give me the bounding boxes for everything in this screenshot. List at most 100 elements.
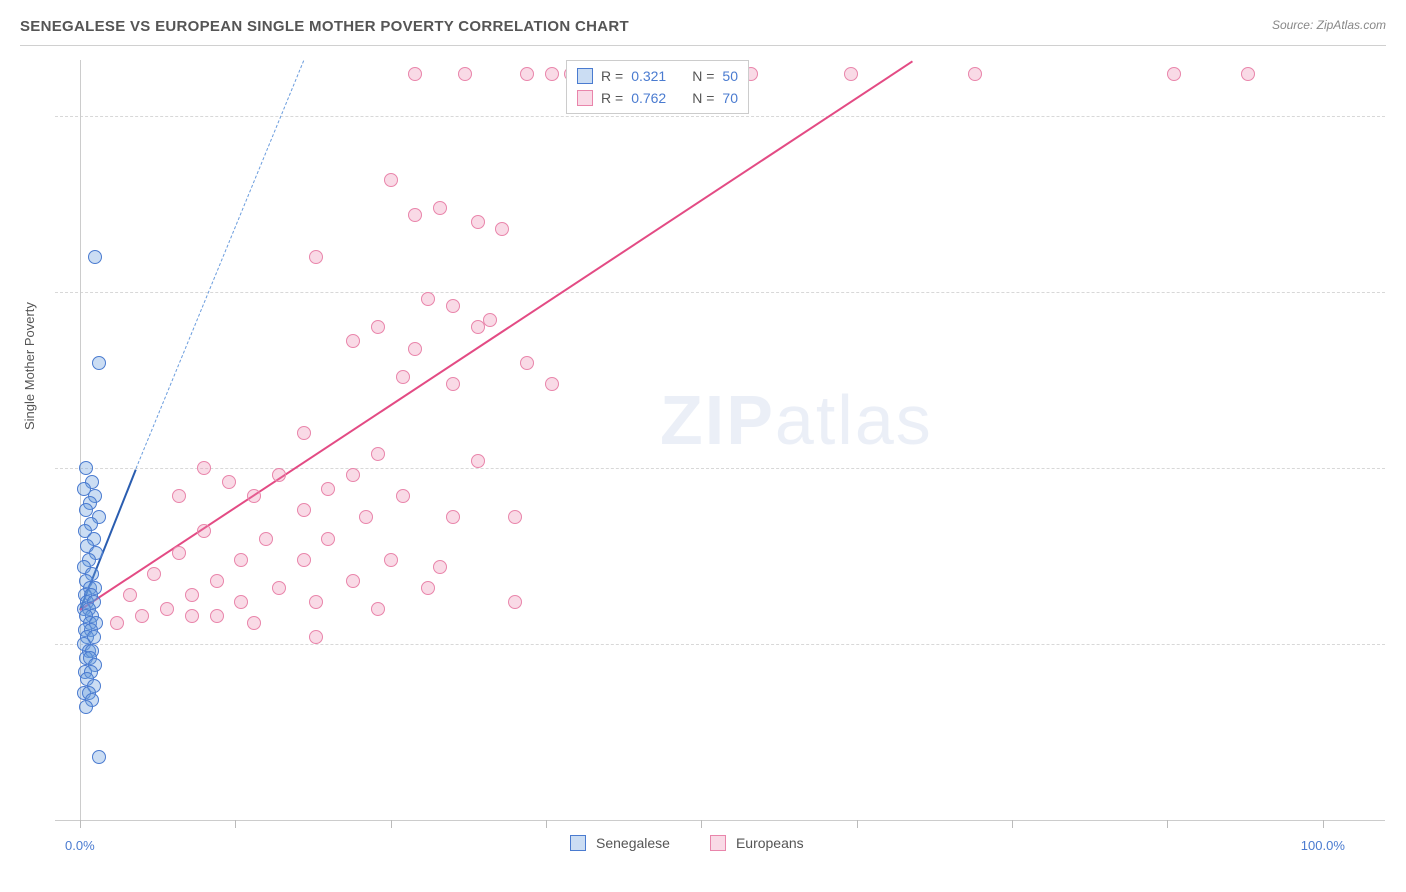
data-point [185, 609, 199, 623]
y-axis-label: Single Mother Poverty [22, 302, 37, 430]
data-point [408, 342, 422, 356]
x-tick [235, 820, 236, 828]
data-point [222, 475, 236, 489]
data-point [88, 250, 102, 264]
data-point [272, 581, 286, 595]
data-point [234, 553, 248, 567]
data-point [471, 215, 485, 229]
data-point [79, 461, 93, 475]
data-point [321, 532, 335, 546]
data-point [545, 377, 559, 391]
x-tick [701, 820, 702, 828]
data-point [346, 334, 360, 348]
data-point [297, 426, 311, 440]
data-point [396, 370, 410, 384]
data-point [272, 468, 286, 482]
data-point [346, 468, 360, 482]
gridline [55, 116, 1385, 117]
stats-row: R = 0.762 N = 70 [577, 87, 738, 109]
data-point [309, 630, 323, 644]
data-point [446, 510, 460, 524]
n-label: N = [692, 65, 714, 87]
data-point [1167, 67, 1181, 81]
data-point [259, 532, 273, 546]
x-tick [546, 820, 547, 828]
gridline [55, 468, 1385, 469]
chart-title: SENEGALESE VS EUROPEAN SINGLE MOTHER POV… [20, 18, 629, 35]
data-point [210, 574, 224, 588]
r-label: R = [601, 65, 623, 87]
gridline [55, 292, 1385, 293]
data-point [1241, 67, 1255, 81]
data-point [384, 553, 398, 567]
gridline [55, 644, 1385, 645]
data-point [359, 510, 373, 524]
data-point [396, 489, 410, 503]
x-tick-label: 0.0% [65, 838, 95, 853]
trend-line-extrapolated [135, 60, 304, 469]
data-point [508, 510, 522, 524]
r-value: 0.321 [631, 65, 666, 87]
data-point [508, 595, 522, 609]
data-point [433, 560, 447, 574]
data-point [421, 581, 435, 595]
x-tick [1323, 820, 1324, 828]
data-point [346, 574, 360, 588]
watermark: ZIPatlas [660, 380, 933, 460]
data-point [471, 454, 485, 468]
data-point [110, 616, 124, 630]
x-tick [1012, 820, 1013, 828]
n-value: 50 [722, 65, 738, 87]
x-tick [857, 820, 858, 828]
data-point [79, 700, 93, 714]
data-point [421, 292, 435, 306]
data-point [520, 356, 534, 370]
data-point [408, 67, 422, 81]
data-point [234, 595, 248, 609]
data-point [185, 588, 199, 602]
r-value: 0.762 [631, 87, 666, 109]
legend-swatch [570, 835, 586, 851]
data-point [371, 320, 385, 334]
x-tick-label: 100.0% [1301, 838, 1345, 853]
legend-swatch [577, 68, 593, 84]
x-tick [391, 820, 392, 828]
data-point [92, 750, 106, 764]
data-point [520, 67, 534, 81]
n-label: N = [692, 87, 714, 109]
n-value: 70 [722, 87, 738, 109]
source-attribution: Source: ZipAtlas.com [1272, 18, 1386, 32]
data-point [458, 67, 472, 81]
data-point [247, 489, 261, 503]
data-point [247, 616, 261, 630]
data-point [408, 208, 422, 222]
x-axis-line [55, 820, 1385, 821]
legend-swatch [577, 90, 593, 106]
data-point [446, 299, 460, 313]
data-point [321, 482, 335, 496]
r-label: R = [601, 87, 623, 109]
data-point [197, 461, 211, 475]
data-point [92, 356, 106, 370]
x-tick [80, 820, 81, 828]
data-point [371, 447, 385, 461]
data-point [297, 553, 311, 567]
series-legend: SenegaleseEuropeans [570, 835, 834, 851]
data-point [446, 377, 460, 391]
data-point [160, 602, 174, 616]
title-bar: SENEGALESE VS EUROPEAN SINGLE MOTHER POV… [20, 18, 1386, 46]
data-point [172, 489, 186, 503]
data-point [197, 524, 211, 538]
data-point [297, 503, 311, 517]
data-point [172, 546, 186, 560]
x-tick [1167, 820, 1168, 828]
chart-container: SENEGALESE VS EUROPEAN SINGLE MOTHER POV… [0, 0, 1406, 892]
data-point [210, 609, 224, 623]
data-point [309, 595, 323, 609]
data-point [483, 313, 497, 327]
data-point [384, 173, 398, 187]
data-point [495, 222, 509, 236]
data-point [844, 67, 858, 81]
data-point [135, 609, 149, 623]
data-point [147, 567, 161, 581]
